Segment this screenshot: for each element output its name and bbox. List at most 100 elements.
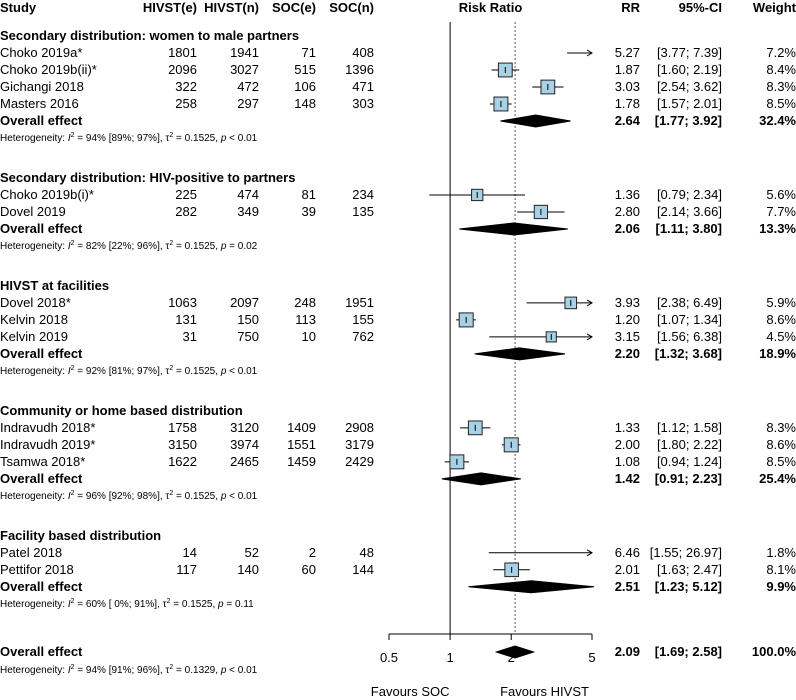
heterogeneity-text: Heterogeneity: I2 = 94% [91%; 96%], τ2 =… <box>0 664 258 676</box>
hivst-events: 322 <box>175 79 197 94</box>
hivst-total: 3027 <box>230 62 259 77</box>
ci-value: [1.60; 2.19] <box>657 62 722 77</box>
soc-events: 1551 <box>287 437 316 452</box>
soc-events: 71 <box>302 45 316 60</box>
ci-arrow-right <box>586 49 593 57</box>
rr-value: 1.20 <box>615 312 640 327</box>
weight-value: 1.8% <box>766 545 796 560</box>
hivst-total: 2465 <box>230 454 259 469</box>
header-study: Study <box>0 0 37 15</box>
overall-weight-value: 13.3% <box>759 221 796 236</box>
weight-value: 7.2% <box>766 45 796 60</box>
subgroup-title: Secondary distribution: HIV-positive to … <box>0 170 295 185</box>
rr-value: 2.00 <box>615 437 640 452</box>
soc-total: 471 <box>352 79 374 94</box>
ci-arrow-right <box>586 299 593 307</box>
ci-value: [1.80; 2.22] <box>657 437 722 452</box>
weight-value: 8.1% <box>766 562 796 577</box>
overall-ci-value: [1.77; 3.92] <box>655 113 722 128</box>
overall-effect-label: Overall effect <box>0 579 83 594</box>
hivst-total: 3120 <box>230 420 259 435</box>
study-name: Choko 2019b(i)* <box>0 187 94 202</box>
soc-events: 39 <box>302 204 316 219</box>
hivst-events: 2096 <box>168 62 197 77</box>
header-hivst-e: HIVST(e) <box>143 0 197 15</box>
grand-overall-ci: [1.69; 2.58] <box>655 644 722 659</box>
overall-weight-value: 32.4% <box>759 113 796 128</box>
overall-rr-value: 2.20 <box>615 346 640 361</box>
overall-ci-value: [1.23; 5.12] <box>655 579 722 594</box>
study-name: Gichangi 2018 <box>0 79 84 94</box>
study-name: Patel 2018 <box>0 545 62 560</box>
rr-value: 1.36 <box>615 187 640 202</box>
rr-value: 5.27 <box>615 45 640 60</box>
soc-total: 135 <box>352 204 374 219</box>
rr-value: 1.78 <box>615 96 640 111</box>
favours-hivst-label: Favours HIVST <box>500 684 589 699</box>
summary-diamond <box>500 114 571 128</box>
soc-total: 303 <box>352 96 374 111</box>
header-rr: RR <box>621 0 640 15</box>
hivst-events: 1801 <box>168 45 197 60</box>
weight-value: 7.7% <box>766 204 796 219</box>
soc-total: 2908 <box>345 420 374 435</box>
grand-overall-rr: 2.09 <box>615 644 640 659</box>
subgroup-title: Community or home based distribution <box>0 403 243 418</box>
weight-value: 4.5% <box>766 329 796 344</box>
hivst-events: 258 <box>175 96 197 111</box>
overall-rr-value: 2.51 <box>615 579 640 594</box>
ci-value: [2.14; 3.66] <box>657 204 722 219</box>
study-name: Dovel 2018* <box>0 295 71 310</box>
soc-total: 2429 <box>345 454 374 469</box>
weight-value: 8.5% <box>766 96 796 111</box>
study-name: Choko 2019b(ii)* <box>0 62 97 77</box>
overall-effect-label: Overall effect <box>0 471 83 486</box>
hivst-events: 1758 <box>168 420 197 435</box>
subgroup-title: Facility based distribution <box>0 528 161 543</box>
rr-value: 6.46 <box>615 545 640 560</box>
overall-rr-value: 1.42 <box>615 471 640 486</box>
hivst-total: 474 <box>237 187 259 202</box>
subgroup-title: HIVST at facilities <box>0 278 109 293</box>
overall-weight-value: 18.9% <box>759 346 796 361</box>
study-name: Kelvin 2019 <box>0 329 68 344</box>
study-name: Pettifor 2018 <box>0 562 74 577</box>
weight-value: 8.3% <box>766 420 796 435</box>
study-name: Masters 2016 <box>0 96 79 111</box>
hivst-total: 1941 <box>230 45 259 60</box>
soc-events: 2 <box>309 545 316 560</box>
hivst-total: 150 <box>237 312 259 327</box>
rr-value: 3.03 <box>615 79 640 94</box>
ci-value: [0.94; 1.24] <box>657 454 722 469</box>
hivst-total: 472 <box>237 79 259 94</box>
overall-effect-label: Overall effect <box>0 221 83 236</box>
ci-value: [1.63; 2.47] <box>657 562 722 577</box>
overall-ci-value: [1.11; 3.80] <box>656 221 723 236</box>
heterogeneity-text: Heterogeneity: I2 = 82% [22%; 96%], τ2 =… <box>0 240 258 252</box>
ci-arrow-right <box>586 333 593 341</box>
soc-events: 113 <box>295 312 316 327</box>
rr-value: 3.93 <box>615 295 640 310</box>
overall-effect-label: Overall effect <box>0 346 83 361</box>
grand-summary-diamond <box>494 645 536 659</box>
study-name: Indravudh 2018* <box>0 420 95 435</box>
hivst-total: 297 <box>237 96 259 111</box>
weight-value: 5.6% <box>766 187 796 202</box>
overall-rr-value: 2.06 <box>615 221 640 236</box>
study-name: Indravudh 2019* <box>0 437 95 452</box>
summary-diamond <box>441 472 521 486</box>
header-soc-n: SOC(n) <box>329 0 374 15</box>
favours-soc-label: Favours SOC <box>371 684 450 699</box>
summary-diamond <box>474 347 566 361</box>
weight-value: 8.6% <box>766 437 796 452</box>
weight-value: 8.6% <box>766 312 796 327</box>
hivst-events: 117 <box>176 562 197 577</box>
soc-total: 408 <box>352 45 374 60</box>
rr-value: 1.08 <box>615 454 640 469</box>
ci-value: [1.55; 26.97] <box>650 545 722 560</box>
ci-value: [1.56; 6.38] <box>657 329 722 344</box>
rr-value: 2.80 <box>615 204 640 219</box>
hivst-total: 140 <box>237 562 259 577</box>
soc-events: 10 <box>302 329 316 344</box>
rr-value: 1.33 <box>615 420 640 435</box>
